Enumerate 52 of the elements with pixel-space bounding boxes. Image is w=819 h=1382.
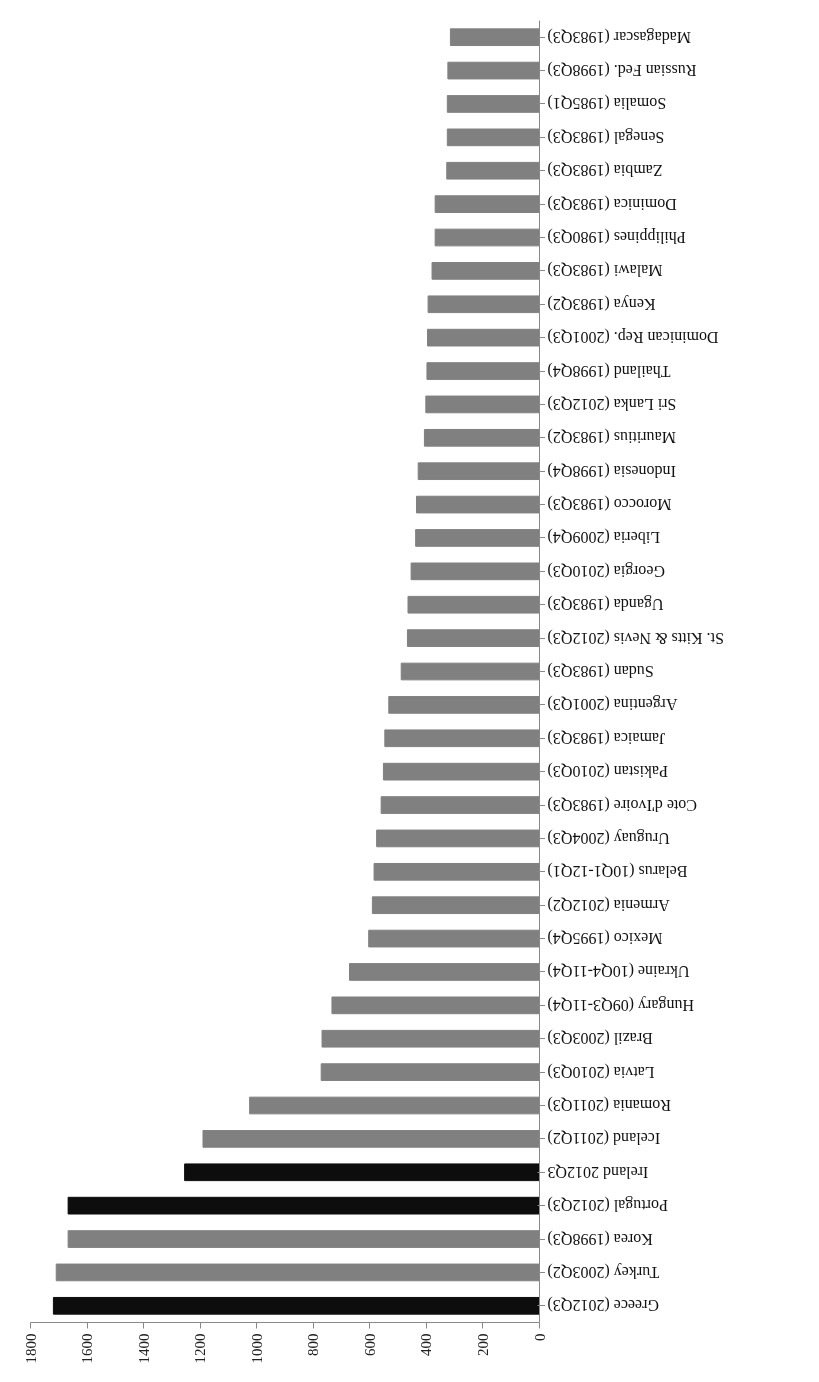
x-tick-label: 0 — [531, 1333, 548, 1341]
y-tick-label: Malawi (1983Q3) — [547, 261, 663, 280]
y-tick-label: Ukraine (10Q4-11Q4) — [547, 962, 690, 981]
y-tick-label: Brazil (2003Q3) — [547, 1029, 653, 1048]
y-tick-label: Liberia (2009Q4) — [547, 528, 660, 547]
y-tick-label: Dominica (1983Q3) — [547, 194, 677, 213]
y-tick-label: Indonesia (1998Q4) — [547, 461, 676, 480]
y-tick-label: Cote d'Ivoire (1983Q3) — [547, 795, 698, 814]
y-tick-label: Senegal (1983Q3) — [547, 127, 665, 146]
bar — [184, 1163, 540, 1182]
bar — [52, 1296, 540, 1315]
y-tick-label: Uruguay (2004Q3) — [547, 828, 670, 847]
y-tick-label: Madagascar (1983Q3) — [547, 27, 691, 46]
y-tick-label: Korea (1998Q3) — [547, 1229, 653, 1248]
y-tick-label: Armenia (2012Q2) — [547, 895, 670, 914]
y-tick-label: Russian Fed. (1998Q3) — [547, 61, 697, 80]
x-tick-label: 1000 — [248, 1333, 265, 1364]
y-tick-label: Ireland 2012Q3 — [547, 1163, 649, 1181]
bar — [67, 1196, 540, 1215]
x-tick-label: 1400 — [135, 1333, 152, 1364]
y-tick-label: Turkey (2003Q2) — [547, 1262, 660, 1281]
y-tick-label: Thailand (1998Q4) — [547, 361, 671, 380]
y-tick-label: Pakistan (2010Q3) — [547, 762, 668, 781]
y-tick-label: Somalia (1985Q1) — [547, 94, 667, 113]
x-tick-label: 200 — [474, 1333, 491, 1356]
y-tick-label: St. Kitts & Nevis (2012Q3) — [547, 628, 724, 647]
x-tick-label: 600 — [361, 1333, 378, 1356]
y-tick-label: Georgia (2010Q3) — [547, 561, 665, 580]
y-tick-label: Portugal (2012Q3) — [547, 1196, 668, 1215]
x-tick-label: 800 — [305, 1333, 322, 1356]
y-tick-label: Romania (2011Q3) — [547, 1096, 671, 1114]
y-tick-label: Philippines (1980Q3) — [547, 228, 686, 246]
y-tick-label: Iceland (2011Q2) — [547, 1129, 661, 1148]
y-tick-label: Kenya (1983Q2) — [547, 294, 656, 313]
x-tick-label: 1800 — [22, 1333, 39, 1364]
y-tick-label: Uganda (1983Q3) — [547, 595, 664, 614]
y-tick-label: Jamaica (1983Q3) — [547, 728, 666, 747]
y-tick-label: Argentina (2001Q3) — [547, 695, 678, 714]
y-tick-label: Belarus (10Q1-12Q1) — [547, 862, 688, 881]
y-tick-label: Latvia (2010Q3) — [547, 1062, 655, 1081]
y-tick-label: Mexico (1995Q4) — [547, 929, 663, 948]
y-tick-label: Hungary (09Q3-11Q4) — [547, 995, 694, 1014]
y-tick-label: Greece (2012Q3) — [547, 1296, 659, 1315]
y-tick-label: Sudan (1983Q3) — [547, 662, 654, 680]
y-tick-label: Sri Lanka (2012Q3) — [547, 394, 677, 413]
y-tick-label: Zambia (1983Q3) — [547, 161, 663, 180]
y-tick-label: Mauritius (1983Q2) — [547, 428, 676, 447]
x-tick-label: 1600 — [79, 1333, 96, 1364]
x-tick-label: 1200 — [192, 1333, 209, 1364]
y-tick-label: Dominican Rep. (2001Q3) — [547, 328, 719, 347]
x-tick-label: 400 — [418, 1333, 435, 1356]
y-tick-label: Morocco (1983Q3) — [547, 495, 672, 514]
